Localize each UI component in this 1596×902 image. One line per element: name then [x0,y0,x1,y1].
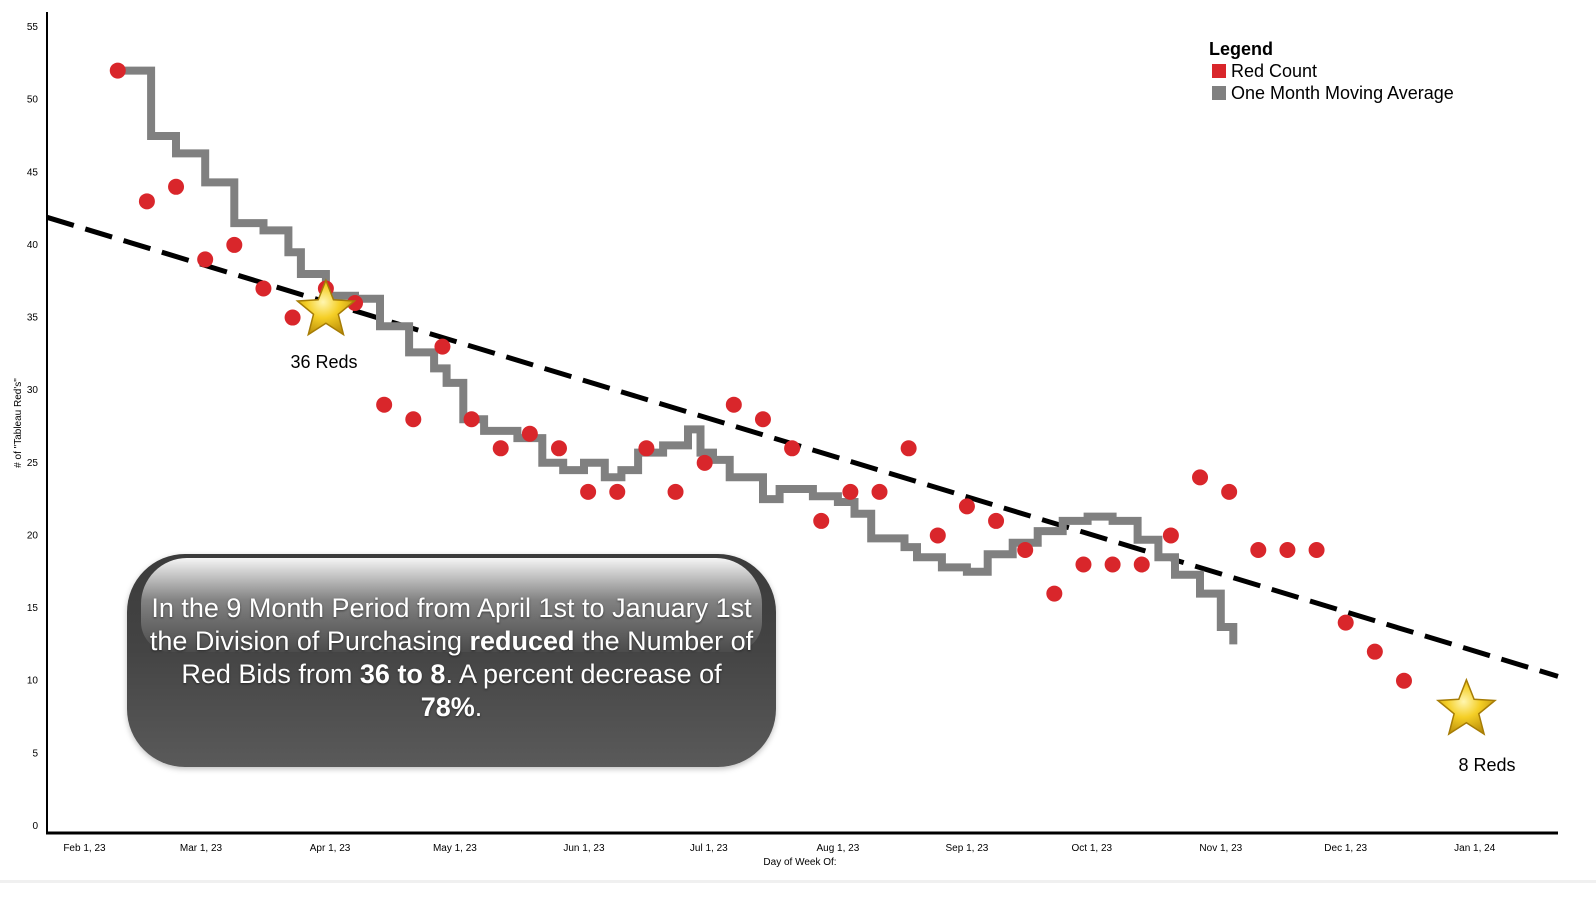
x-tick-label: Nov 1, 23 [1199,843,1242,854]
y-tick-label: 50 [27,95,39,106]
callout-gloss [141,558,762,652]
red-count-point [492,440,509,457]
red-count-point [813,512,830,529]
red-count-point [109,62,126,79]
x-tick-label: Jun 1, 23 [563,843,605,854]
red-count-point [1279,541,1296,558]
x-tick-label: Dec 1, 23 [1324,843,1367,854]
red-count-point [1017,541,1034,558]
x-axis-title: Day of Week Of: [763,857,836,868]
x-tick-label: Jul 1, 23 [690,843,728,854]
red-count-point [1250,541,1267,558]
callout-text: In the 9 Month Period from April 1st to … [149,593,754,722]
summary-callout: In the 9 Month Period from April 1st to … [127,554,776,767]
red-count-point [168,178,185,195]
y-tick-label: 25 [27,458,39,469]
x-tick-label: Sep 1, 23 [946,843,989,854]
red-count-point [284,309,301,326]
red-count-point [463,411,480,428]
red-count-point [1046,585,1063,602]
start-star-icon [295,278,357,337]
red-count-points [109,62,1412,689]
x-tick-label: Apr 1, 23 [310,843,351,854]
y-tick-label: 10 [27,676,39,687]
red-count-point [1162,527,1179,544]
red-count-point [1337,614,1354,631]
red-count-point [871,483,888,500]
y-tick-label: 15 [27,603,39,614]
red-count-point [696,454,713,471]
x-tick-label: May 1, 23 [433,843,477,854]
red-count-point [842,483,859,500]
legend: Legend Red Count One Month Moving Averag… [1209,39,1454,103]
red-count-point [197,251,214,268]
red-count-point [929,527,946,544]
red-count-point [988,512,1005,529]
y-tick-label: 40 [27,240,39,251]
y-tick-label: 5 [32,748,38,759]
red-count-point [1395,672,1412,689]
red-count-point [1308,541,1325,558]
red-count-point [609,483,626,500]
red-count-point [347,295,364,312]
legend-title: Legend [1209,39,1273,59]
red-count-point [754,411,771,428]
red-count-point [1075,556,1092,573]
y-axis-title: # of "Tableau Red's" [13,378,24,468]
y-tick-label: 30 [27,385,39,396]
red-count-point [1192,469,1209,486]
red-count-point [725,396,742,413]
start-star-label: 36 Reds [290,352,357,372]
red-count-point [376,396,393,413]
end-star-label: 8 Reds [1458,755,1515,775]
legend-swatch-red-count [1212,64,1226,78]
x-axis-ticks: Feb 1, 23 Mar 1, 23 Apr 1, 23 May 1, 23 Jun … [63,843,1495,854]
x-tick-label: Oct 1, 23 [1072,843,1113,854]
red-count-point [1133,556,1150,573]
bottom-divider [0,880,1596,883]
x-tick-label: Feb 1, 23 [63,843,106,854]
red-count-point [138,193,155,210]
y-tick-label: 45 [27,167,39,178]
red-count-point [638,440,655,457]
y-tick-label: 0 [32,821,38,832]
x-tick-label: Mar 1, 23 [180,843,223,854]
red-count-point [900,440,917,457]
y-tick-label: 55 [27,22,39,33]
y-tick-label: 35 [27,313,39,324]
red-count-point [405,411,422,428]
red-count-point [226,236,243,253]
x-tick-label: Aug 1, 23 [816,843,859,854]
red-count-point [521,425,538,442]
red-count-point [667,483,684,500]
x-tick-label: Jan 1, 24 [1454,843,1496,854]
end-star-icon [1435,677,1497,736]
red-count-point [958,498,975,515]
legend-label-red-count: Red Count [1231,61,1317,81]
y-axis-ticks: 0 5 10 15 20 25 30 35 40 45 50 55 [27,22,39,832]
red-count-point [434,338,451,355]
red-count-point [784,440,801,457]
red-count-point [1221,483,1238,500]
legend-swatch-moving-average [1212,86,1226,100]
red-count-point [550,440,567,457]
red-count-point [255,280,272,297]
trend-line [46,214,1559,679]
red-count-point [1366,643,1383,660]
red-count-point [1104,556,1121,573]
y-tick-label: 20 [27,530,39,541]
legend-label-moving-average: One Month Moving Average [1231,83,1454,103]
red-count-point [580,483,597,500]
